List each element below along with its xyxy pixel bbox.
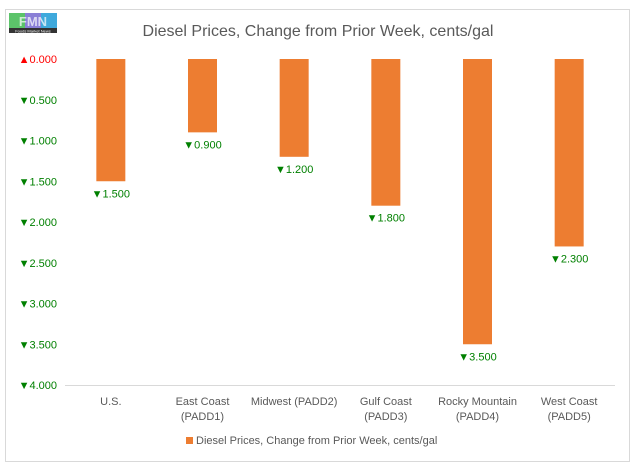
data-label: ▼1.200	[275, 164, 313, 176]
x-tick-label: (PADD1)	[181, 411, 224, 423]
legend-swatch	[186, 437, 193, 444]
x-tick-label: Gulf Coast	[360, 396, 412, 408]
data-label: ▼3.500	[458, 351, 496, 363]
y-tick-label: ▼3.000	[19, 299, 57, 311]
data-label: ▼2.300	[550, 253, 588, 265]
data-label: ▼0.900	[183, 139, 221, 151]
bar	[96, 59, 126, 182]
legend-label: Diesel Prices, Change from Prior Week, c…	[196, 435, 437, 447]
data-label: ▼1.500	[92, 188, 130, 200]
y-tick-label: ▼2.500	[19, 258, 57, 270]
y-tick-label: ▼1.500	[19, 176, 57, 188]
bar	[463, 59, 492, 345]
logo-subtext: Foods Market News	[15, 29, 51, 34]
x-tick-label: Rocky Mountain	[438, 396, 517, 408]
x-tick-label: (PADD4)	[456, 411, 499, 423]
y-tick-label: ▼2.000	[19, 217, 57, 229]
x-tick-label: West Coast	[541, 396, 598, 408]
chart-title: Diesel Prices, Change from Prior Week, c…	[143, 23, 494, 40]
y-tick-label: ▼4.000	[19, 380, 57, 392]
logo-text: FMN	[19, 14, 47, 29]
y-tick-label: ▼3.500	[19, 339, 57, 351]
y-tick-label: ▲0.000	[19, 54, 57, 66]
x-tick-label: U.S.	[100, 396, 121, 408]
x-tick-label: East Coast	[176, 396, 230, 408]
legend: Diesel Prices, Change from Prior Week, c…	[186, 435, 437, 447]
bar	[554, 59, 584, 247]
bar	[279, 59, 309, 157]
bar	[371, 59, 401, 206]
bar	[188, 59, 217, 133]
logo: FMN Foods Market News	[9, 13, 57, 34]
x-tick-label: Midwest (PADD2)	[251, 396, 338, 408]
x-tick-label: (PADD5)	[548, 411, 591, 423]
x-tick-label: (PADD3)	[364, 411, 407, 423]
y-tick-label: ▼1.000	[19, 136, 57, 148]
y-tick-label: ▼0.500	[19, 95, 57, 107]
data-label: ▼1.800	[367, 213, 405, 225]
